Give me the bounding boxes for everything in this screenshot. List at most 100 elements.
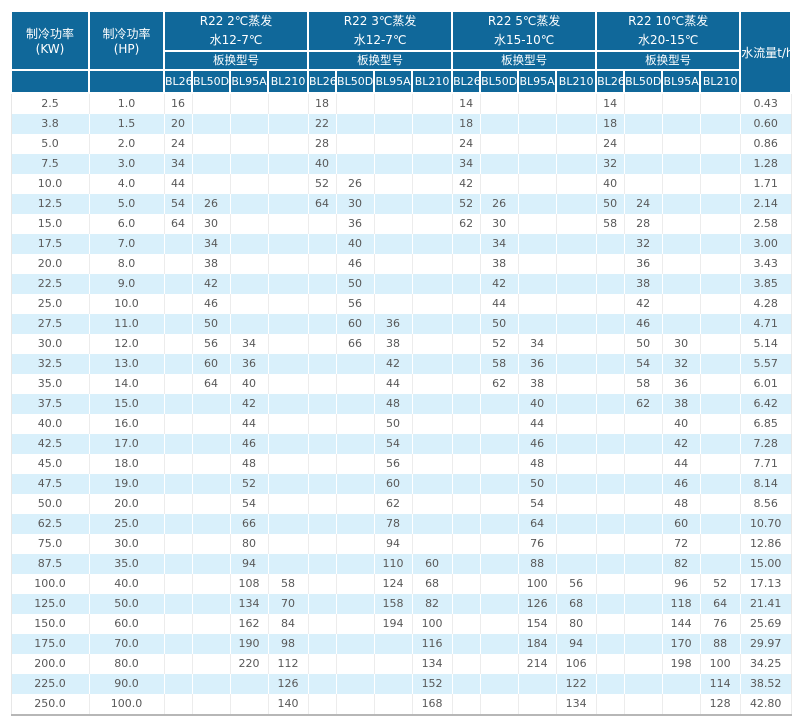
model-qty-cell bbox=[192, 534, 231, 554]
group-header-r22-2c: R22 2℃蒸发 水12-7℃ bbox=[162, 10, 310, 52]
model-qty-cell bbox=[700, 534, 741, 554]
model-qty-cell bbox=[164, 694, 193, 716]
hp-cell: 11.0 bbox=[89, 314, 165, 334]
hp-cell: 100.0 bbox=[89, 694, 165, 716]
model-qty-cell bbox=[518, 294, 557, 314]
model-qty-cell bbox=[452, 434, 481, 454]
kw-cell: 7.5 bbox=[10, 154, 90, 174]
model-header: BL50D bbox=[335, 69, 376, 94]
model-qty-cell bbox=[374, 93, 413, 114]
model-qty-cell: 72 bbox=[662, 534, 701, 554]
model-qty-cell bbox=[336, 674, 375, 694]
model-qty-cell bbox=[662, 274, 701, 294]
model-qty-cell: 34 bbox=[164, 154, 193, 174]
hp-cell: 12.0 bbox=[89, 334, 165, 354]
hp-cell: 16.0 bbox=[89, 414, 165, 434]
kw-cell: 47.5 bbox=[10, 474, 90, 494]
model-qty-cell bbox=[336, 134, 375, 154]
kw-cell: 20.0 bbox=[10, 254, 90, 274]
kw-cell: 2.5 bbox=[10, 93, 90, 114]
table-row: 25.0 10.0 46 56 44 42 4.28 bbox=[10, 294, 792, 314]
model-qty-cell bbox=[374, 274, 413, 294]
model-qty-cell bbox=[662, 194, 701, 214]
model-qty-cell bbox=[596, 654, 625, 674]
model-qty-cell: 26 bbox=[480, 194, 519, 214]
group-subtitle-line: 水12-7℃ bbox=[353, 33, 407, 47]
model-qty-cell: 194 bbox=[374, 614, 413, 634]
kw-cell: 10.0 bbox=[10, 174, 90, 194]
model-qty-cell bbox=[230, 134, 269, 154]
model-qty-cell bbox=[518, 274, 557, 294]
model-qty-cell bbox=[480, 674, 519, 694]
model-qty-cell bbox=[518, 214, 557, 234]
flow-cell: 7.71 bbox=[740, 454, 792, 474]
flow-cell: 3.85 bbox=[740, 274, 792, 294]
table-row: 7.5 3.0 34 40 34 32 1.28 bbox=[10, 154, 792, 174]
kw-cell: 125.0 bbox=[10, 594, 90, 614]
model-qty-cell bbox=[164, 294, 193, 314]
model-qty-cell bbox=[164, 634, 193, 654]
model-qty-cell: 46 bbox=[662, 474, 701, 494]
model-qty-cell bbox=[412, 214, 453, 234]
model-qty-cell: 190 bbox=[230, 634, 269, 654]
model-qty-cell bbox=[268, 474, 309, 494]
table-row: 27.5 11.0 50 60 36 50 46 4.71 bbox=[10, 314, 792, 334]
model-qty-cell bbox=[308, 674, 337, 694]
flow-cell: 21.41 bbox=[740, 594, 792, 614]
model-qty-cell bbox=[412, 434, 453, 454]
model-qty-cell: 144 bbox=[662, 614, 701, 634]
model-qty-cell bbox=[480, 154, 519, 174]
model-qty-cell bbox=[596, 394, 625, 414]
model-qty-cell bbox=[700, 154, 741, 174]
model-qty-cell: 84 bbox=[268, 614, 309, 634]
model-qty-cell bbox=[452, 474, 481, 494]
header-spacer-cell bbox=[88, 69, 165, 94]
model-qty-cell: 88 bbox=[518, 554, 557, 574]
model-qty-cell bbox=[624, 114, 663, 134]
model-qty-cell bbox=[596, 234, 625, 254]
model-qty-cell bbox=[662, 234, 701, 254]
kw-cell: 100.0 bbox=[10, 574, 90, 594]
model-qty-cell bbox=[596, 334, 625, 354]
model-qty-cell bbox=[596, 434, 625, 454]
model-qty-cell: 64 bbox=[700, 594, 741, 614]
model-qty-cell: 18 bbox=[596, 114, 625, 134]
model-qty-cell bbox=[700, 374, 741, 394]
table-row: 37.5 15.0 42 48 40 62 38 6.42 bbox=[10, 394, 792, 414]
model-qty-cell bbox=[700, 514, 741, 534]
model-qty-cell: 30 bbox=[336, 194, 375, 214]
model-qty-cell bbox=[412, 374, 453, 394]
model-qty-cell: 34 bbox=[452, 154, 481, 174]
model-qty-cell bbox=[556, 194, 597, 214]
flow-cell: 8.14 bbox=[740, 474, 792, 494]
model-qty-cell: 128 bbox=[700, 694, 741, 716]
kw-cell: 22.5 bbox=[10, 274, 90, 294]
model-qty-cell bbox=[412, 414, 453, 434]
group-subtitle-line: 水15-10℃ bbox=[493, 33, 555, 47]
model-qty-cell: 34 bbox=[480, 234, 519, 254]
table-row: 12.5 5.0 54 26 64 30 52 26 50 24 2.14 bbox=[10, 194, 792, 214]
model-qty-cell bbox=[518, 114, 557, 134]
model-qty-cell bbox=[480, 434, 519, 454]
kw-cell: 250.0 bbox=[10, 694, 90, 716]
model-qty-cell bbox=[480, 574, 519, 594]
flow-cell: 25.69 bbox=[740, 614, 792, 634]
model-qty-cell: 44 bbox=[662, 454, 701, 474]
model-qty-cell bbox=[192, 114, 231, 134]
kw-cell: 30.0 bbox=[10, 334, 90, 354]
model-qty-cell bbox=[596, 414, 625, 434]
model-qty-cell bbox=[268, 194, 309, 214]
model-qty-cell bbox=[192, 554, 231, 574]
model-qty-cell bbox=[556, 414, 597, 434]
model-qty-cell bbox=[336, 93, 375, 114]
model-qty-cell bbox=[700, 114, 741, 134]
model-qty-cell: 36 bbox=[230, 354, 269, 374]
model-qty-cell bbox=[700, 554, 741, 574]
flow-cell: 1.71 bbox=[740, 174, 792, 194]
model-qty-cell: 38 bbox=[374, 334, 413, 354]
group-title-line: R22 2℃蒸发 bbox=[199, 14, 273, 28]
hp-cell: 20.0 bbox=[89, 494, 165, 514]
model-qty-cell bbox=[230, 294, 269, 314]
model-qty-cell bbox=[556, 534, 597, 554]
model-qty-cell bbox=[700, 194, 741, 214]
